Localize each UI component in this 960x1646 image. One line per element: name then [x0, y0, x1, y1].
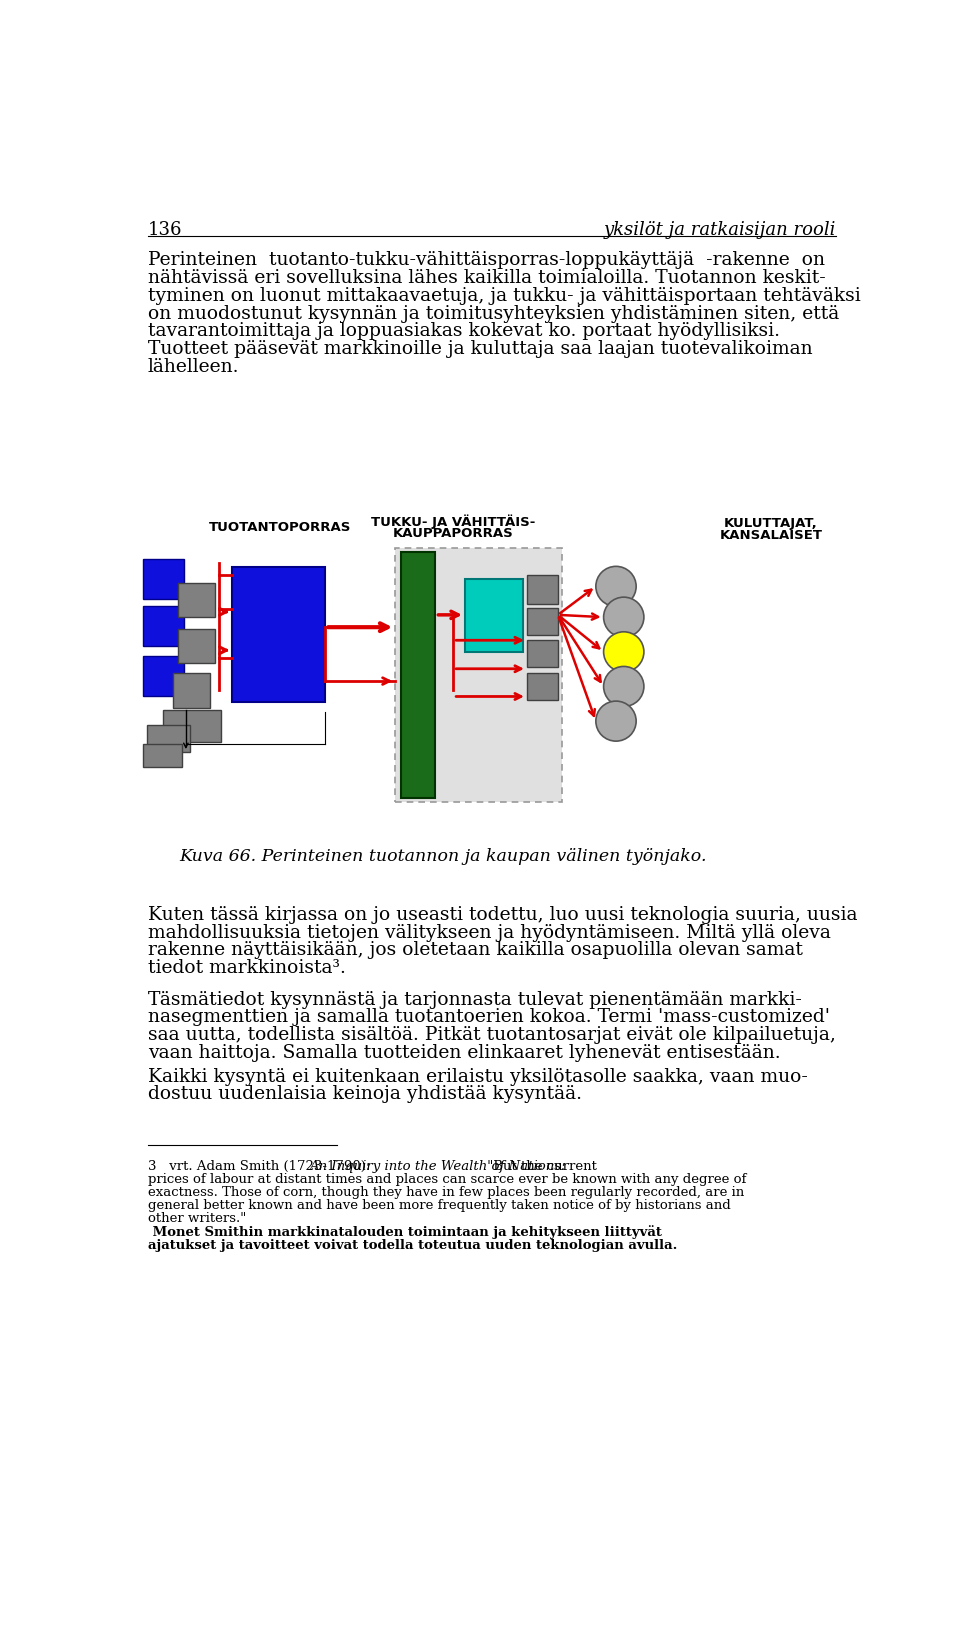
FancyBboxPatch shape	[396, 548, 562, 802]
Text: exactness. Those of corn, though they have in few places been regularly recorded: exactness. Those of corn, though they ha…	[148, 1187, 744, 1200]
Text: saa uutta, todellista sisältöä. Pitkät tuotantosarjat eivät ole kilpailuetuja,: saa uutta, todellista sisältöä. Pitkät t…	[148, 1025, 836, 1044]
Bar	[147, 724, 190, 752]
Text: prices of labour at distant times and places can scarce ever be known with any d: prices of labour at distant times and pl…	[148, 1174, 746, 1187]
Bar	[143, 655, 183, 696]
Bar	[143, 606, 183, 645]
Bar	[465, 579, 523, 652]
Text: rakenne näyttäisikään, jos oletetaan kaikilla osapuolilla olevan samat: rakenne näyttäisikään, jos oletetaan kai…	[148, 942, 803, 960]
Text: tiedot markkinoista³.: tiedot markkinoista³.	[148, 960, 346, 978]
Text: KANSALAISET: KANSALAISET	[719, 530, 823, 543]
Bar	[527, 640, 558, 667]
Text: lähelleen.: lähelleen.	[148, 357, 239, 375]
Text: 136: 136	[148, 221, 182, 239]
Bar	[162, 709, 221, 742]
Text: dostuu uudenlaisia keinoja yhdistää kysyntää.: dostuu uudenlaisia keinoja yhdistää kysy…	[148, 1085, 582, 1103]
Text: Perinteinen  tuotanto-tukku-vähittäisporras-loppukäyttäjä  -rakenne  on: Perinteinen tuotanto-tukku-vähittäisporr…	[148, 252, 825, 270]
Bar	[143, 560, 183, 599]
Text: TUOTANTOPORRAS: TUOTANTOPORRAS	[209, 520, 351, 533]
Text: Tuotteet pääsevät markkinoille ja kuluttaja saa laajan tuotevalikoiman: Tuotteet pääsevät markkinoille ja kulutt…	[148, 341, 812, 357]
Bar	[179, 583, 215, 617]
Circle shape	[604, 597, 644, 637]
Text: vaan haittoja. Samalla tuotteiden elinkaaret lyhenevät entisestään.: vaan haittoja. Samalla tuotteiden elinka…	[148, 1044, 780, 1062]
Text: general better known and have been more frequently taken notice of by historians: general better known and have been more …	[148, 1200, 731, 1213]
Circle shape	[604, 632, 644, 672]
Text: yksilöt ja ratkaisijan rooli: yksilöt ja ratkaisijan rooli	[604, 221, 836, 239]
Text: tyminen on luonut mittakaavaetuja, ja tukku- ja vähittäisportaan tehtäväksi: tyminen on luonut mittakaavaetuja, ja tu…	[148, 286, 861, 305]
Text: Kuva 66. Perinteinen tuotannon ja kaupan välinen työnjako.: Kuva 66. Perinteinen tuotannon ja kaupan…	[179, 848, 707, 866]
Text: "But the current: "But the current	[483, 1160, 596, 1174]
Text: Kuten tässä kirjassa on jo useasti todettu, luo uusi teknologia suuria, uusia: Kuten tässä kirjassa on jo useasti todet…	[148, 905, 857, 923]
Bar	[143, 744, 182, 767]
Text: Kaikki kysyntä ei kuitenkaan erilaistu yksilötasolle saakka, vaan muo-: Kaikki kysyntä ei kuitenkaan erilaistu y…	[148, 1068, 807, 1086]
Text: Monet Smithin markkinatalouden toimintaan ja kehitykseen liittyvät: Monet Smithin markkinatalouden toimintaa…	[148, 1226, 661, 1239]
Text: Täsmätiedot kysynnästä ja tarjonnasta tulevat pienentämään markki-: Täsmätiedot kysynnästä ja tarjonnasta tu…	[148, 991, 802, 1009]
Text: KAUPPAPORRAS: KAUPPAPORRAS	[393, 527, 514, 540]
Text: other writers.": other writers."	[148, 1213, 246, 1225]
Bar	[527, 607, 558, 635]
Circle shape	[596, 701, 636, 741]
Bar	[173, 673, 210, 708]
Text: ajatukset ja tavoitteet voivat todella toteutua uuden teknologian avulla.: ajatukset ja tavoitteet voivat todella t…	[148, 1238, 677, 1251]
Bar	[179, 629, 215, 663]
Bar	[400, 551, 436, 798]
Text: on muodostunut kysynnän ja toimitusyhteyksien yhdistäminen siten, että: on muodostunut kysynnän ja toimitusyhtey…	[148, 305, 839, 323]
Circle shape	[604, 667, 644, 706]
Bar	[232, 568, 325, 701]
Circle shape	[596, 566, 636, 606]
Text: nasegmenttien ja samalla tuotantoerien kokoa. Termi 'mass-customized': nasegmenttien ja samalla tuotantoerien k…	[148, 1009, 829, 1027]
Text: tavarantoimittaja ja loppuasiakas kokevat ko. portaat hyödyllisiksi.: tavarantoimittaja ja loppuasiakas kokeva…	[148, 323, 780, 341]
Text: mahdollisuuksia tietojen välitykseen ja hyödyntämiseen. Miltä yllä oleva: mahdollisuuksia tietojen välitykseen ja …	[148, 923, 830, 942]
Text: nähtävissä eri sovelluksina lähes kaikilla toimialoilla. Tuotannon keskit-: nähtävissä eri sovelluksina lähes kaikil…	[148, 270, 826, 286]
Bar	[527, 574, 558, 604]
Text: KULUTTAJAT,: KULUTTAJAT,	[724, 517, 818, 530]
Text: TUKKU- JA VÄHITTÄIS-: TUKKU- JA VÄHITTÄIS-	[372, 515, 536, 530]
Text: An Inquiry into the Wealth of Nations:: An Inquiry into the Wealth of Nations:	[309, 1160, 565, 1174]
Text: 3   vrt. Adam Smith (1723-1790):: 3 vrt. Adam Smith (1723-1790):	[148, 1160, 374, 1174]
Bar	[527, 673, 558, 700]
